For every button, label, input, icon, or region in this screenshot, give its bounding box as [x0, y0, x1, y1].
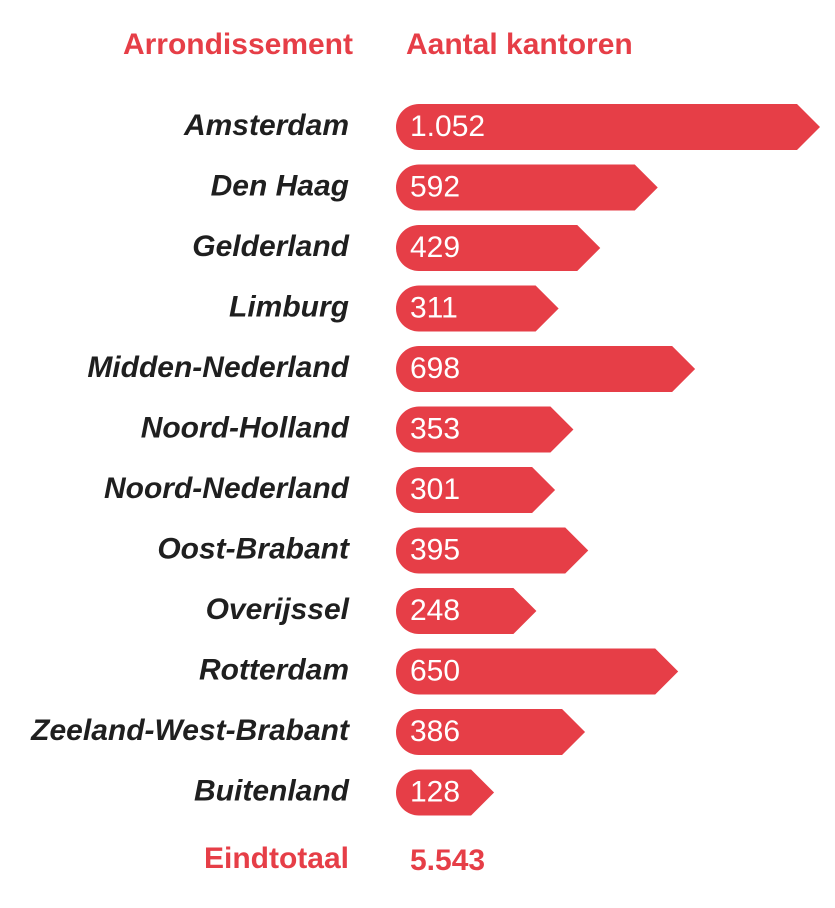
- bar: [396, 527, 589, 574]
- bar: [396, 225, 601, 271]
- category-header: Arrondissement: [123, 28, 353, 61]
- category-label: Noord-Nederland: [104, 472, 350, 505]
- value-label: 650: [410, 654, 460, 687]
- bar: [396, 588, 537, 634]
- value-label: 429: [410, 231, 460, 264]
- value-label: 386: [410, 715, 460, 748]
- category-label: Zeeland-West-Brabant: [30, 714, 351, 747]
- value-label: 395: [410, 533, 460, 566]
- value-label: 311: [410, 291, 458, 324]
- total-value: 5.543: [410, 844, 485, 877]
- bar: [396, 648, 679, 695]
- value-label: 698: [410, 352, 460, 385]
- category-label: Midden-Nederland: [87, 351, 349, 384]
- category-label: Den Haag: [211, 169, 349, 202]
- category-label: Oost-Brabant: [157, 532, 351, 565]
- category-label: Rotterdam: [199, 653, 349, 686]
- bar: [396, 346, 696, 392]
- total-label: Eindtotaal: [204, 842, 349, 875]
- value-label: 301: [410, 473, 460, 506]
- value-label: 353: [410, 412, 460, 445]
- bar: [396, 467, 556, 513]
- category-label: Amsterdam: [183, 109, 349, 142]
- bar: [396, 709, 586, 755]
- value-label: 128: [410, 775, 460, 808]
- bar: [396, 164, 658, 211]
- bar: [396, 285, 559, 332]
- category-label: Gelderland: [192, 230, 349, 263]
- category-label: Overijssel: [206, 593, 350, 626]
- category-label: Buitenland: [194, 774, 350, 807]
- bar: [396, 104, 820, 150]
- bar: [396, 769, 495, 816]
- bar: [396, 406, 574, 453]
- value-label: 592: [410, 170, 460, 203]
- value-label: 248: [410, 594, 460, 627]
- category-label: Noord-Holland: [141, 411, 350, 444]
- value-label: 1.052: [410, 110, 485, 143]
- value-header: Aantal kantoren: [406, 28, 633, 61]
- category-label: Limburg: [229, 290, 349, 323]
